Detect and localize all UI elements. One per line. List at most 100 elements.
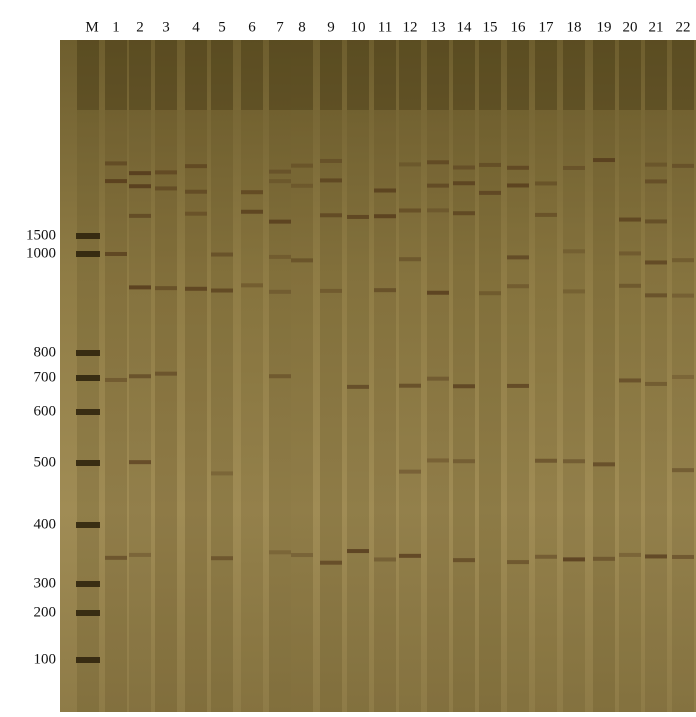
well <box>347 40 369 110</box>
band <box>645 179 667 183</box>
lane <box>563 40 585 712</box>
well <box>129 40 151 110</box>
band <box>427 377 449 381</box>
well <box>593 40 615 110</box>
band <box>320 159 342 163</box>
marker-label: 800 <box>34 344 57 360</box>
marker-label: 700 <box>34 369 57 385</box>
band <box>241 283 263 287</box>
page: M123456789101112131415161718192021221500… <box>0 0 696 712</box>
lane <box>347 40 369 712</box>
lane-label: 8 <box>298 19 306 35</box>
marker-label: 200 <box>34 604 57 620</box>
marker-label: 500 <box>34 454 57 470</box>
well <box>427 40 449 110</box>
lane-label: 18 <box>567 19 582 35</box>
marker-label: 1500 <box>26 227 56 243</box>
lane-label: 15 <box>483 19 498 35</box>
band <box>535 181 557 185</box>
marker-label: 600 <box>34 403 57 419</box>
band <box>129 374 151 378</box>
marker-band <box>76 233 100 239</box>
well <box>269 40 291 110</box>
lane <box>374 40 396 712</box>
lane-label: 4 <box>192 19 200 35</box>
band <box>105 556 127 560</box>
band <box>374 214 396 218</box>
lane-label: 20 <box>623 19 638 35</box>
well <box>399 40 421 110</box>
band <box>427 458 449 462</box>
band <box>269 550 291 554</box>
marker-band <box>76 657 100 663</box>
band <box>211 556 233 560</box>
band <box>399 554 421 558</box>
band <box>269 255 291 259</box>
band <box>211 471 233 475</box>
well <box>291 40 313 110</box>
lane-label: 17 <box>539 19 555 35</box>
marker-band <box>76 460 100 466</box>
band <box>672 375 694 379</box>
band <box>535 213 557 217</box>
band <box>185 164 207 168</box>
band <box>347 385 369 389</box>
lane-label: 10 <box>351 19 366 35</box>
well <box>77 40 99 110</box>
lane-label: 5 <box>218 19 226 35</box>
band <box>155 170 177 174</box>
band <box>241 190 263 194</box>
band <box>672 164 694 168</box>
lane <box>241 40 263 712</box>
lane-label: M <box>85 19 98 35</box>
band <box>105 252 127 256</box>
band <box>269 170 291 174</box>
band <box>269 290 291 294</box>
band <box>155 286 177 290</box>
band <box>563 166 585 170</box>
band <box>374 288 396 292</box>
lane-label: 9 <box>327 19 335 35</box>
band <box>129 214 151 218</box>
band <box>269 220 291 224</box>
band <box>672 468 694 472</box>
band <box>593 462 615 466</box>
lane-label: 19 <box>597 19 612 35</box>
band <box>185 287 207 291</box>
band <box>479 163 501 167</box>
band <box>619 378 641 382</box>
well <box>672 40 694 110</box>
lane-label: 21 <box>649 19 664 35</box>
band <box>427 208 449 212</box>
well <box>645 40 667 110</box>
band <box>399 208 421 212</box>
well <box>619 40 641 110</box>
band <box>291 258 313 262</box>
marker-band <box>76 251 100 257</box>
band <box>453 181 475 185</box>
band <box>672 555 694 559</box>
lane <box>507 40 529 712</box>
lane <box>619 40 641 712</box>
well <box>185 40 207 110</box>
band <box>507 560 529 564</box>
band <box>291 164 313 168</box>
band <box>399 162 421 166</box>
band <box>672 258 694 262</box>
well <box>320 40 342 110</box>
marker-band <box>76 581 100 587</box>
band <box>427 160 449 164</box>
well <box>453 40 475 110</box>
band <box>105 179 127 183</box>
band <box>211 253 233 257</box>
band <box>645 260 667 264</box>
marker-label: 400 <box>34 516 57 532</box>
band <box>593 158 615 162</box>
band <box>320 561 342 565</box>
band <box>672 294 694 298</box>
band <box>155 186 177 190</box>
lane-label: 22 <box>676 19 691 35</box>
lane <box>185 40 207 712</box>
band <box>507 284 529 288</box>
gel-figure: M123456789101112131415161718192021221500… <box>0 0 696 712</box>
